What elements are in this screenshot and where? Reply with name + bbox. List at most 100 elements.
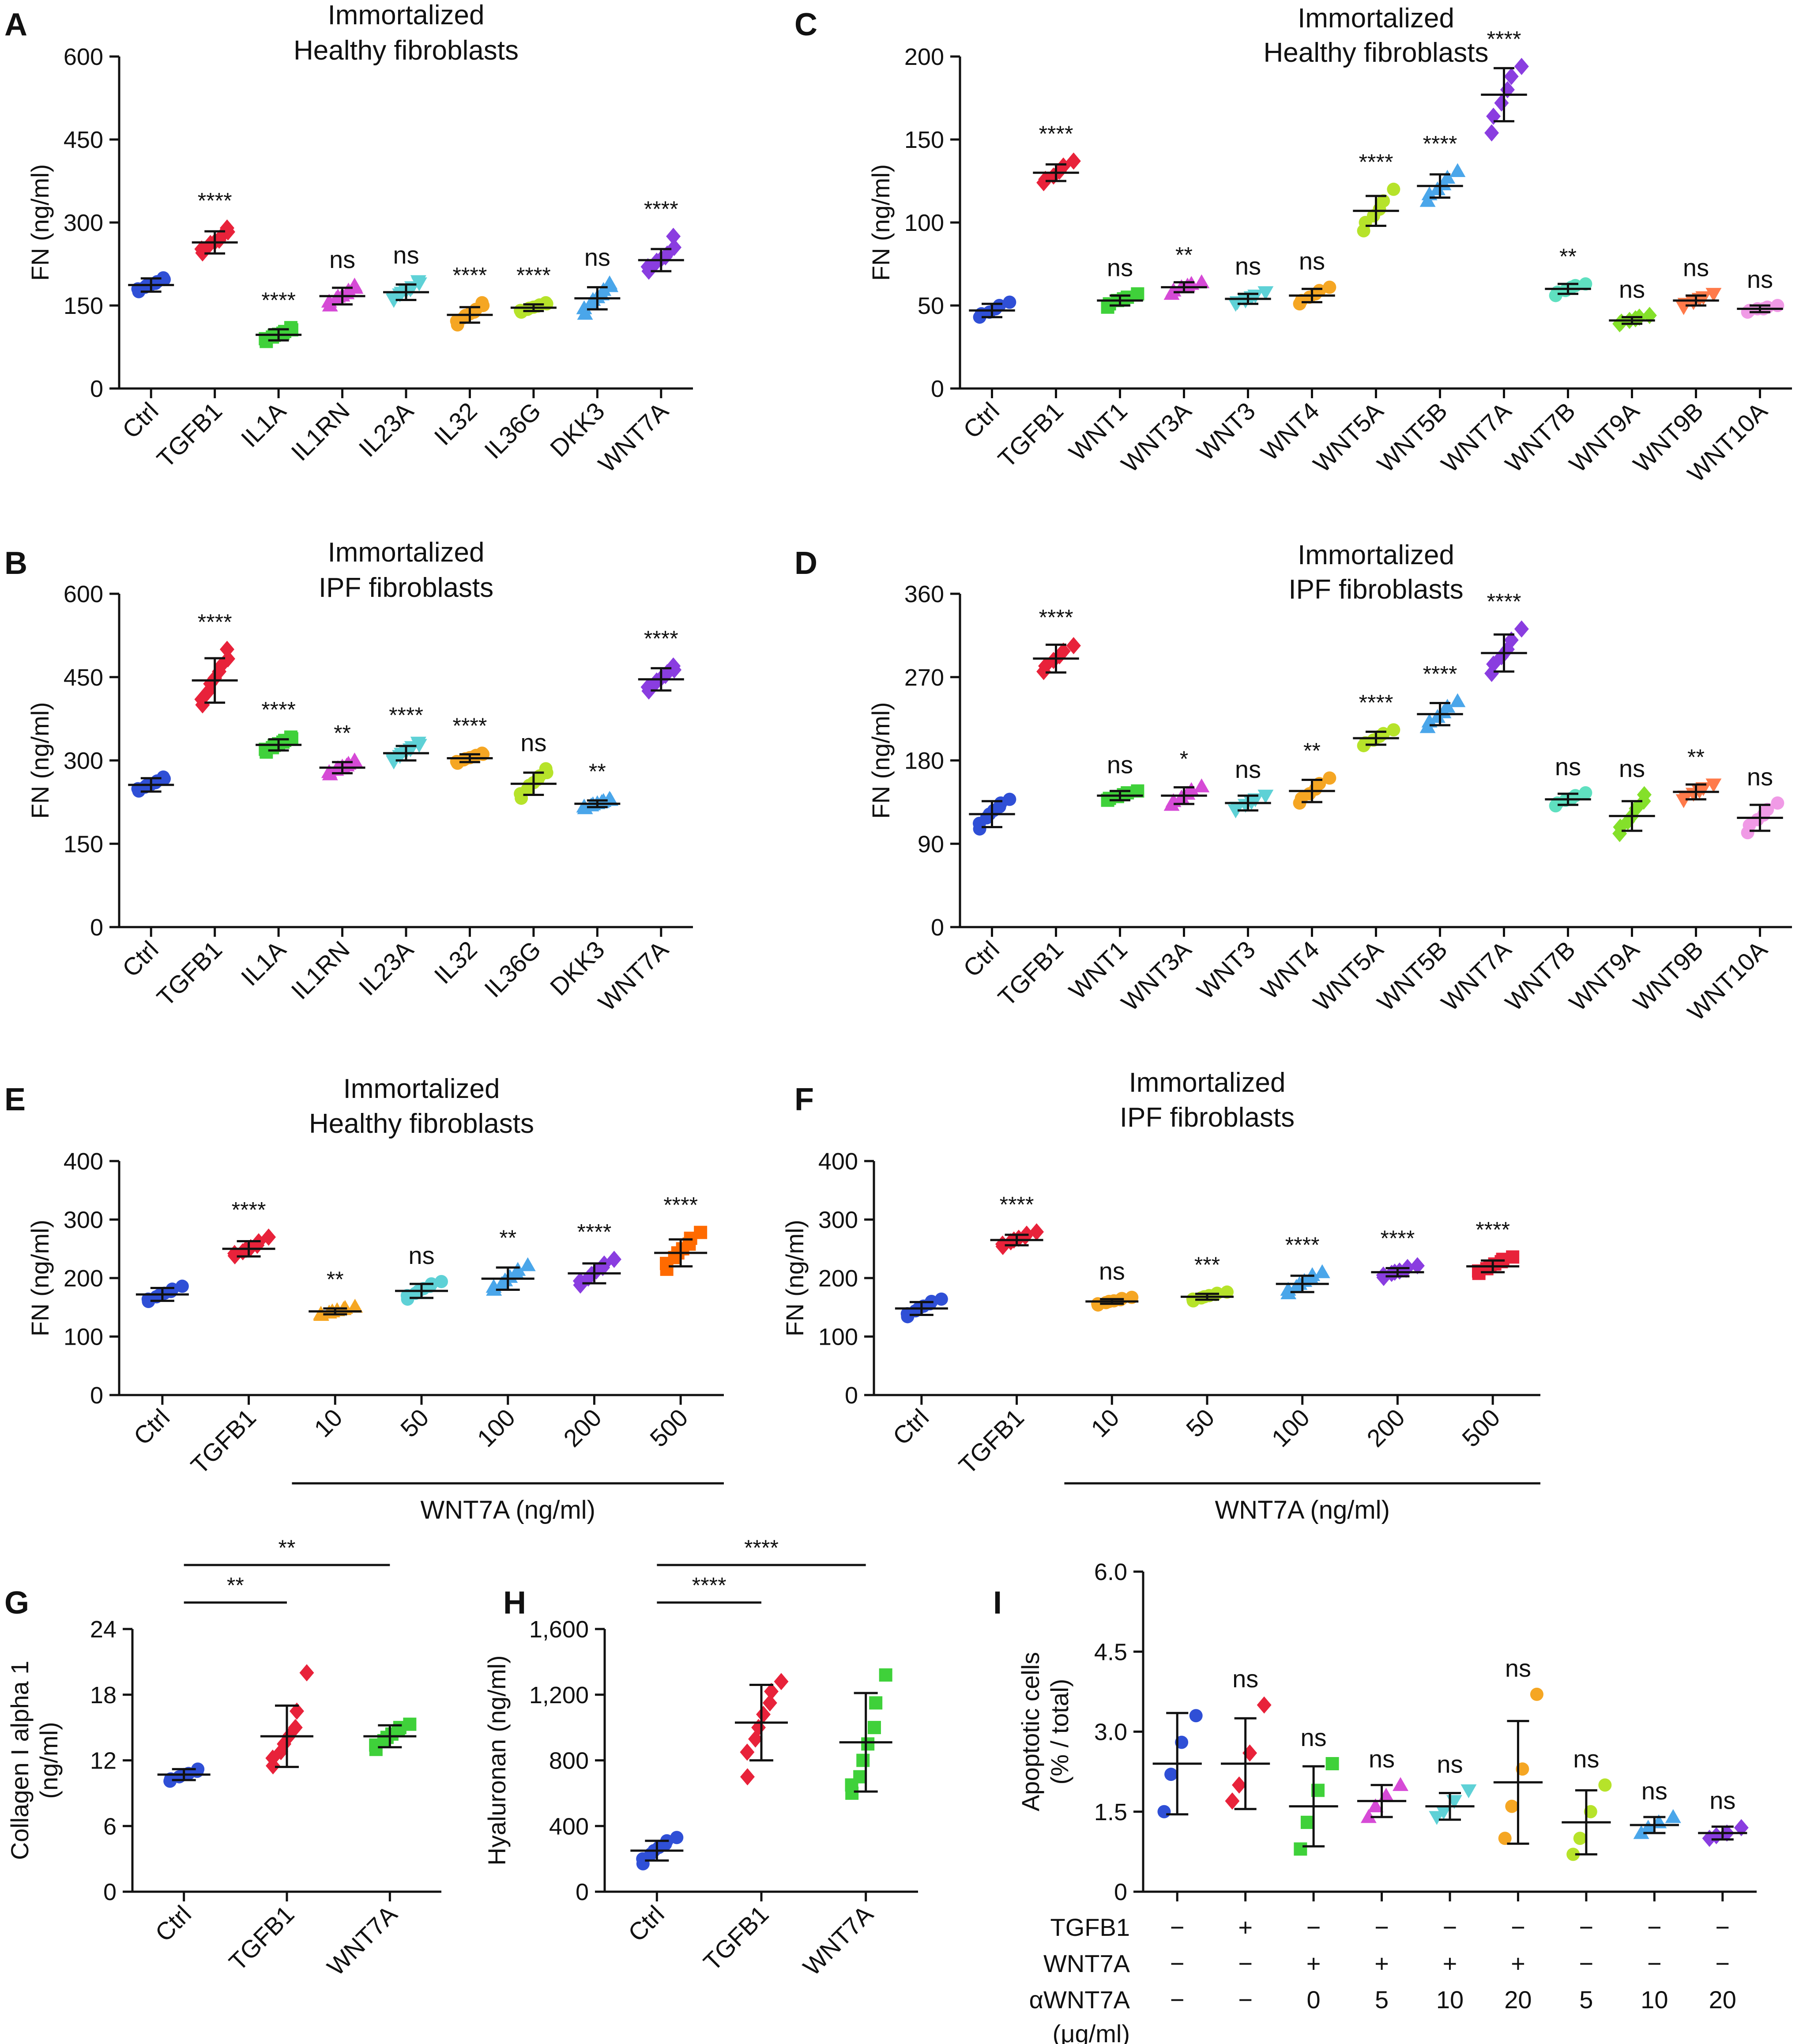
panel-title: Immortalized <box>343 1074 500 1104</box>
condition-value: − <box>1238 1986 1253 2014</box>
data-point <box>1449 163 1466 177</box>
significance-label: ns <box>1301 1723 1327 1751</box>
y-tick-label: 0 <box>931 914 944 941</box>
x-tick-label: Ctrl <box>117 935 164 982</box>
data-point <box>1193 778 1210 792</box>
condition-value: 20 <box>1709 1986 1736 2014</box>
y-tick-label: 200 <box>64 1265 103 1292</box>
significance-label: **** <box>389 703 423 728</box>
significance-label: ns <box>393 241 419 269</box>
y-tick-label: 0 <box>576 1879 589 1905</box>
bracket-label: **** <box>744 1535 779 1560</box>
x-tick-label: WNT7B <box>1500 935 1581 1016</box>
significance-label: **** <box>1381 1226 1415 1251</box>
data-point <box>1637 786 1652 803</box>
data-point <box>157 271 170 285</box>
data-point <box>867 1721 881 1735</box>
data-point <box>1003 295 1016 309</box>
x-tick-label: 100 <box>472 1403 521 1452</box>
x-tick-label: TGFB1 <box>223 1900 299 1976</box>
data-point <box>288 1719 303 1736</box>
y-tick-label: 800 <box>549 1748 589 1774</box>
significance-label: ns <box>1107 751 1133 779</box>
data-point <box>1640 1820 1656 1834</box>
x-tick-label: TGFB1 <box>993 935 1069 1011</box>
significance-label: ns <box>1107 254 1133 282</box>
data-point <box>1705 778 1722 793</box>
x-tick-label: IL1RN <box>286 935 355 1005</box>
data-point <box>1665 1809 1681 1823</box>
y-tick-label: 180 <box>904 748 944 774</box>
y-tick-label: 270 <box>904 664 944 691</box>
significance-label: **** <box>663 1193 698 1218</box>
data-point <box>1514 58 1529 75</box>
y-tick-label: 4.5 <box>1094 1639 1127 1665</box>
x-tick-label: IL36G <box>479 935 546 1003</box>
x-tick-label: WNT3A <box>1116 935 1197 1016</box>
data-point <box>519 1257 536 1271</box>
data-point <box>1573 1832 1587 1845</box>
y-axis-label: FN (ng/ml) <box>26 164 54 281</box>
panel-g: G 0 6 12 18 24 Collagen I alpha 1 (ng/ml) Ctrl TG… <box>4 1535 441 1981</box>
condition-value: − <box>1579 1913 1594 1941</box>
y-tick-label: 1,600 <box>529 1616 589 1643</box>
y-axis-label: Collagen I alpha 1 <box>6 1661 34 1860</box>
data-point <box>1506 1250 1520 1264</box>
condition-value: 5 <box>1579 1986 1593 2014</box>
data-point <box>740 1768 755 1786</box>
significance-label: ns <box>1505 1654 1531 1682</box>
x-tick-label: WNT3A <box>1116 396 1197 478</box>
significance-label: ns <box>1573 1745 1599 1772</box>
y-tick-label: 400 <box>549 1813 589 1840</box>
data-point <box>1220 1285 1234 1299</box>
condition-value: − <box>1715 1950 1730 1977</box>
bracket-label: ** <box>227 1573 244 1598</box>
condition-value: − <box>1306 1913 1321 1941</box>
y-axis-label: FN (ng/ml) <box>26 702 54 818</box>
condition-value: − <box>1238 1950 1253 1977</box>
significance-label: **** <box>644 196 678 221</box>
y-tick-label: 600 <box>64 581 103 607</box>
significance-label: **** <box>1487 27 1521 52</box>
y-tick-label: 200 <box>904 44 944 70</box>
y-tick-label: 1.5 <box>1094 1799 1127 1825</box>
x-tick-label: WNT9A <box>1564 396 1645 478</box>
y-axis-label: Hyaluronan (ng/ml) <box>483 1655 511 1865</box>
data-point <box>1705 288 1722 302</box>
x-tick-label: 50 <box>1181 1403 1220 1443</box>
panel-e: E Immortalized Healthy fibroblasts 0 100 200 3… <box>4 1074 724 1524</box>
x-tick-label: TGFB1 <box>953 1403 1029 1479</box>
data-point <box>510 1262 526 1276</box>
data-point <box>1056 642 1071 660</box>
significance-label: **** <box>1423 661 1457 686</box>
data-point <box>1164 1768 1178 1781</box>
condition-value: − <box>1170 1986 1185 2014</box>
data-point <box>410 736 426 751</box>
panel-title: Immortalized <box>1298 3 1454 34</box>
x-tick-label: IL1A <box>236 935 291 991</box>
data-point <box>1294 1842 1307 1856</box>
x-tick-label: 10 <box>1085 1403 1125 1443</box>
y-tick-label: 0 <box>845 1382 858 1409</box>
data-point <box>1530 1687 1543 1701</box>
panel-label: G <box>4 1585 29 1621</box>
data-point <box>1257 286 1274 300</box>
significance-label: ** <box>327 1267 344 1292</box>
significance-label: ns <box>1099 1257 1125 1285</box>
significance-label: ns <box>1709 1787 1735 1814</box>
panel-title: IPF fibroblasts <box>1120 1102 1295 1133</box>
data-point <box>475 747 489 760</box>
data-point <box>1579 277 1592 291</box>
x-tick-label: IL23A <box>353 396 418 462</box>
panel-label: H <box>503 1585 526 1621</box>
data-point <box>1387 182 1400 196</box>
data-point <box>539 296 553 309</box>
data-point <box>1484 124 1499 142</box>
y-axis-label: (ng/ml) <box>35 1722 63 1799</box>
significance-label: ns <box>408 1241 434 1269</box>
data-point <box>1393 1777 1409 1791</box>
panel-label: F <box>794 1082 814 1117</box>
significance-label: ** <box>499 1226 516 1250</box>
data-point <box>1695 782 1712 796</box>
